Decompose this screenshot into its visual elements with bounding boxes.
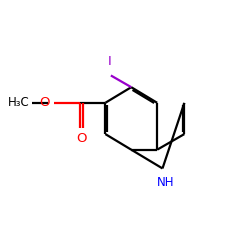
Text: I: I bbox=[108, 55, 111, 68]
Text: H₃C: H₃C bbox=[8, 96, 30, 109]
Text: O: O bbox=[76, 132, 87, 145]
Text: O: O bbox=[40, 96, 50, 109]
Text: NH: NH bbox=[157, 176, 174, 189]
